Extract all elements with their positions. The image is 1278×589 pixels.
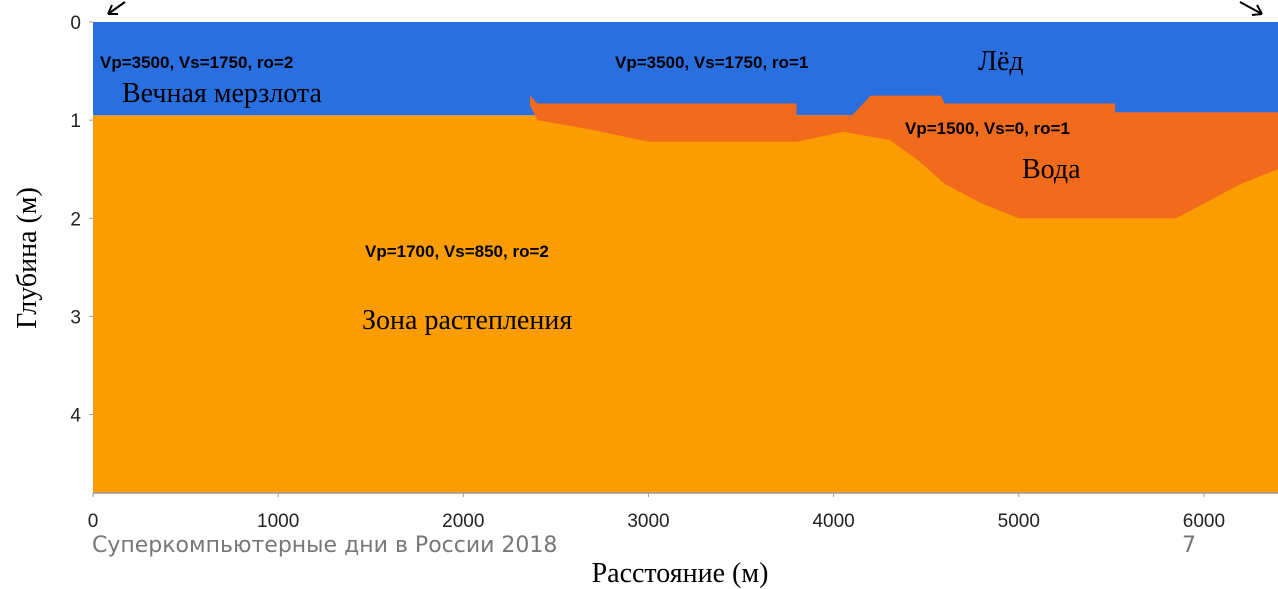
footer-text: Суперкомпьютерные дни в России 2018: [92, 533, 557, 558]
annotation: Vp=3500, Vs=1750, ro=1: [615, 53, 808, 72]
annotation: Вечная мерзлота: [122, 78, 323, 109]
y-tick-label: 1: [70, 111, 81, 132]
x-axis-label: Расстояние (м): [592, 558, 769, 589]
annotation: Vp=1700, Vs=850, ro=2: [365, 242, 549, 261]
y-tick-label: 4: [70, 406, 81, 427]
annotation: Зона растепления: [362, 305, 572, 336]
annotation: Лёд: [978, 46, 1024, 77]
chart: 0 1000 2000 3000 4000 5000 6000 0 1 2 3 4 Vp=3500, …: [0, 0, 1278, 589]
x-tick-label: 2000: [442, 511, 484, 532]
x-tick-label: 5000: [998, 511, 1040, 532]
x-tick-label: 0: [88, 511, 99, 532]
annotation: Вода: [1022, 154, 1081, 185]
y-tick-label: 2: [70, 209, 81, 230]
x-tick-label: 6000: [1183, 511, 1225, 532]
annotation: Vp=1500, Vs=0, ro=1: [905, 119, 1070, 138]
x-tick-label: 3000: [627, 511, 669, 532]
annotation: Vp=3500, Vs=1750, ro=2: [100, 53, 293, 72]
y-tick-label: 0: [70, 13, 81, 34]
x-tick-label: 1000: [257, 511, 299, 532]
y-axis-label: Глубина (м): [12, 187, 43, 329]
page-number: 7: [1182, 533, 1196, 558]
y-tick-label: 3: [70, 307, 81, 328]
arrow: [108, 2, 125, 14]
x-tick-label: 4000: [812, 511, 854, 532]
arrow: [1240, 2, 1262, 15]
